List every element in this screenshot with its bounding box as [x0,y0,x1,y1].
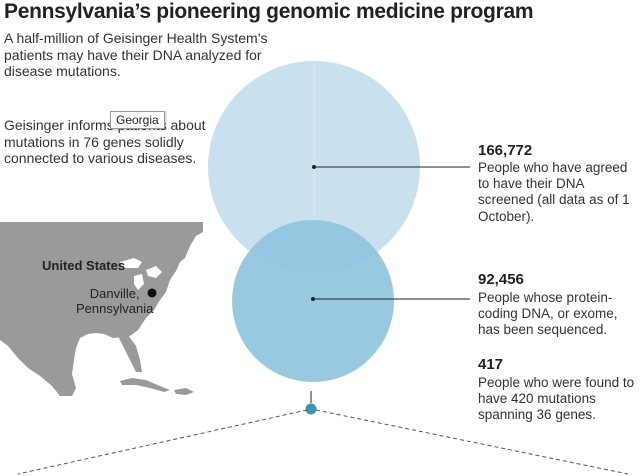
stat-sequenced-value: 92,456 [478,271,524,288]
circle-mutations [305,403,317,415]
cuba [120,378,170,392]
gulf-of-mexico [78,338,130,378]
hispaniola [174,388,194,395]
stat-screened-description: People who have agreed to have their DNA… [478,160,630,224]
map-inset [0,220,203,396]
leader-lines [310,165,470,403]
stat-mutations-value: 417 [478,356,504,373]
intro-text-2: Geisinger informs patients about mutatio… [4,117,206,166]
stat-screened-value: 166,772 [478,142,533,159]
map-country-label: United States [42,258,126,273]
page-title: Pennsylvania’s pioneering genomic medici… [4,0,534,23]
stat-mutations-description: People who were found to have 420 mutati… [478,375,635,423]
north-america-landmass [0,222,203,396]
map-tooltip: Georgia [110,111,165,129]
zoom-lines [17,409,629,475]
stat-sequenced-description: People whose protein-coding DNA, or exom… [478,290,618,338]
florida [118,335,142,372]
danville-marker [147,288,157,298]
intro-text: A half-million of Geisinger Health Syste… [4,30,268,79]
great-lakes [120,258,162,290]
map-city-label: Danville, Pennsylvania [76,286,154,316]
